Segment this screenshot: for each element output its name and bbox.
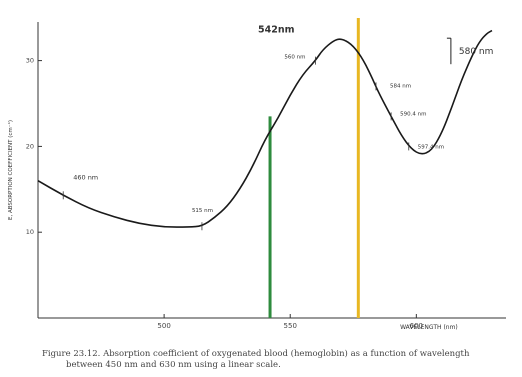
chart-vertical-lines	[268, 18, 360, 318]
annotation-label: 590.4 nm	[400, 111, 426, 117]
annotation-label: 580 nm	[459, 47, 494, 57]
annotation-label: 515 nm	[192, 208, 213, 214]
chart-axes	[37, 22, 506, 319]
annotation-label: 460 nm	[73, 173, 98, 181]
figure-caption-line-1: Figure 23.12. Absorption coefficient of …	[42, 349, 470, 359]
chart-axis-labels: WAVELENGTH (nm) E, ABSORPTION COEFFICIENT…	[7, 120, 458, 331]
y-tick-label: 30	[26, 57, 34, 65]
x-tick-label: 550	[284, 322, 297, 330]
annotation-label: 584 nm	[390, 83, 411, 89]
figure-caption-line-2: between 450 nm and 630 nm using a linear…	[66, 360, 281, 370]
x-tick-label: 600	[410, 322, 423, 330]
y-axis-title: E, ABSORPTION COEFFICIENT (cm⁻¹)	[7, 120, 14, 220]
annotation-label: 560 nm	[284, 55, 305, 61]
absorption-curve	[37, 29, 493, 228]
x-axis-title: WAVELENGTH (nm)	[400, 324, 458, 331]
chart-curve-layer	[37, 29, 493, 228]
x-tick-label: 500	[157, 322, 170, 330]
annotation-label: 597.4 nm	[418, 144, 444, 150]
y-tick-label: 20	[26, 142, 34, 150]
annotation-label: 542nm	[258, 25, 295, 36]
y-tick-label: 10	[26, 228, 34, 236]
chart-ticks: 500 550 600 10 20 30	[26, 57, 423, 330]
